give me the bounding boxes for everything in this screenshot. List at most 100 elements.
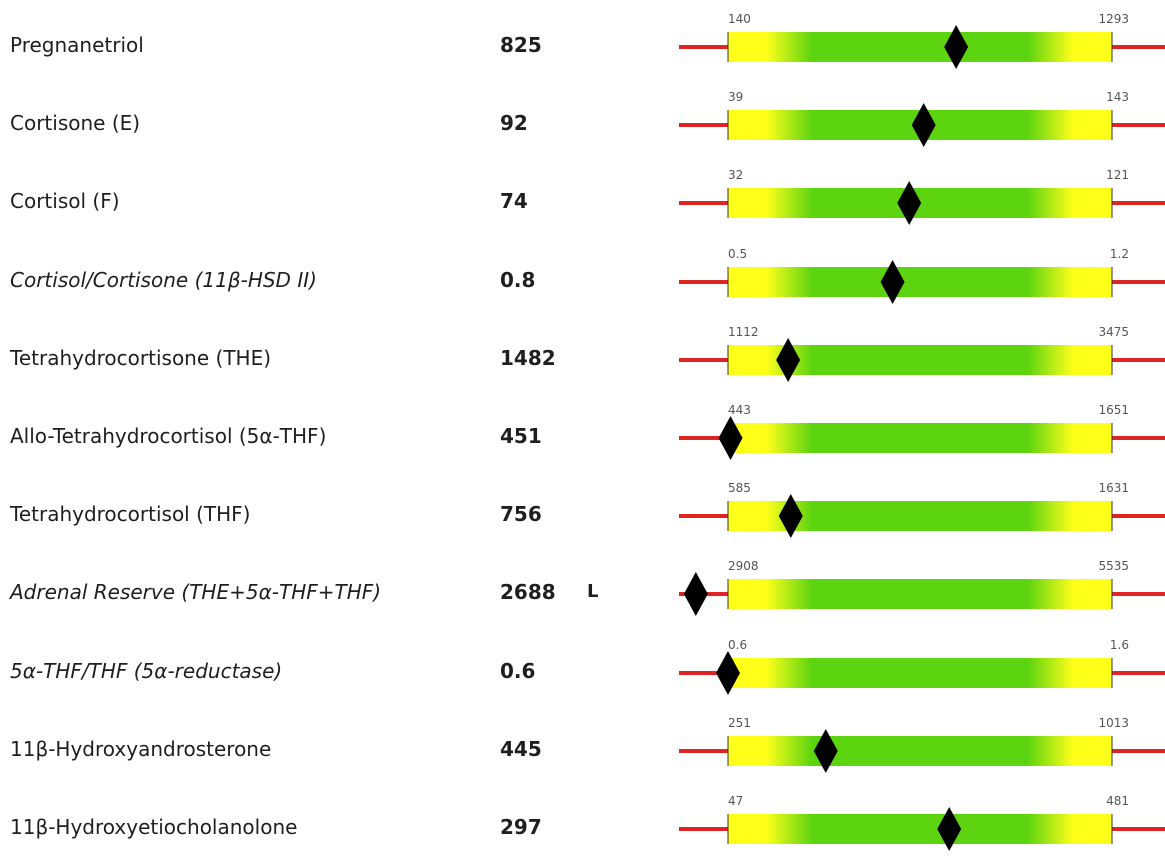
value-marker-diamond	[813, 728, 838, 773]
high-limit-label: 1651	[1098, 403, 1129, 417]
low-out-of-range-line	[679, 45, 728, 49]
high-out-of-range-line	[1112, 357, 1165, 362]
analyte-name: Cortisol/Cortisone (11β-HSD II)	[10, 267, 317, 292]
range-bar-chart: 251 1013	[679, 716, 1165, 773]
high-limit-label: 1.2	[1110, 247, 1129, 261]
high-out-of-range-line	[1112, 592, 1165, 597]
value-marker-diamond	[897, 181, 922, 226]
analyte-name: Tetrahydrocortisone (THE)	[10, 345, 272, 370]
chart-row: Cortisol (F) 74 32 121	[0, 156, 1165, 234]
value-marker-diamond	[776, 337, 801, 382]
low-limit-label: 39	[728, 90, 743, 104]
low-out-of-range-line	[679, 670, 728, 675]
low-out-of-range-line	[679, 827, 728, 831]
range-bar-chart: 2908 5535	[679, 559, 1165, 617]
analyte-value: 297	[500, 815, 542, 839]
low-limit-label: 32	[728, 168, 743, 182]
reference-range-bar	[728, 32, 1112, 62]
low-limit-label: 140	[728, 12, 751, 26]
range-bar-chart: 39 143	[679, 90, 1165, 148]
low-limit-label: 585	[728, 481, 751, 495]
value-marker-diamond	[716, 650, 740, 695]
value-marker-diamond	[778, 494, 803, 539]
high-limit-label: 1013	[1098, 716, 1129, 730]
analyte-value: 825	[500, 33, 542, 57]
value-marker-diamond	[880, 259, 905, 304]
range-bar-chart: 32 121	[679, 168, 1165, 226]
analyte-value: 0.8	[500, 267, 536, 292]
high-limit-label: 121	[1106, 168, 1129, 182]
high-limit-label: 481	[1106, 794, 1129, 808]
high-limit-label: 3475	[1098, 325, 1129, 339]
low-out-of-range-line	[679, 201, 728, 206]
value-marker-diamond	[944, 25, 969, 69]
low-limit-label: 47	[728, 794, 743, 808]
reference-range-bar	[728, 657, 1112, 688]
value-marker-diamond	[683, 572, 708, 617]
range-bar-chart: 0.5 1.2	[679, 247, 1165, 304]
low-limit-label: 2908	[728, 559, 759, 573]
high-out-of-range-line	[1112, 514, 1165, 519]
high-limit-label: 5535	[1098, 559, 1129, 573]
analyte-value: 451	[500, 424, 542, 448]
high-out-of-range-line	[1112, 827, 1165, 831]
low-out-of-range-line	[679, 514, 728, 519]
low-limit-label: 1112	[728, 325, 759, 339]
value-marker-diamond	[937, 807, 962, 851]
high-out-of-range-line	[1112, 45, 1165, 49]
analyte-value: 74	[500, 189, 528, 214]
analyte-value: 1482	[500, 345, 556, 370]
analyte-name: 5α-THF/THF (5α-reductase)	[10, 658, 283, 683]
low-limit-label: 0.6	[728, 638, 747, 652]
high-out-of-range-line	[1112, 279, 1165, 284]
low-limit-label: 443	[728, 403, 751, 417]
value-marker-diamond	[718, 416, 743, 460]
chart-row: Allo-Tetrahydrocortisol (5α-THF) 451 443 16…	[0, 391, 1165, 469]
range-bar-chart: 1112 3475	[679, 325, 1165, 382]
high-limit-label: 1631	[1098, 481, 1129, 495]
high-out-of-range-line	[1112, 670, 1165, 675]
chart-row: Adrenal Reserve (THE+5α-THF+THF) 2688 L 290…	[0, 547, 1165, 625]
chart-row: Pregnanetriol 825 140 1293	[0, 0, 1165, 78]
chart-row: Tetrahydrocortisone (THE) 1482 1112 3475	[0, 313, 1165, 391]
low-limit-label: 0.5	[728, 247, 747, 261]
analyte-value: 445	[500, 736, 542, 761]
analyte-value: 92	[500, 111, 528, 136]
reference-range-bar	[728, 423, 1112, 453]
low-out-of-range-line	[679, 436, 728, 440]
analyte-value: 0.6	[500, 658, 536, 683]
high-out-of-range-line	[1112, 748, 1165, 753]
high-limit-label: 1.6	[1110, 638, 1129, 652]
analyte-name: Pregnanetriol	[10, 33, 144, 57]
high-out-of-range-line	[1112, 123, 1165, 128]
range-bar-chart: 140 1293	[679, 12, 1165, 69]
range-bar-chart: 47 481	[679, 794, 1165, 851]
reference-range-bar	[728, 735, 1112, 766]
analyte-name: 11β-Hydroxyetiocholanolone	[10, 815, 298, 839]
range-bar-chart: 443 1651	[679, 403, 1165, 460]
chart-row: Tetrahydrocortisol (THF) 756 585 1631	[0, 469, 1165, 547]
chart-row: Cortisol/Cortisone (11β-HSD II) 0.8 0.5 1.2	[0, 235, 1165, 313]
out-of-range-flag: L	[587, 581, 599, 603]
reference-range-bar	[728, 579, 1112, 610]
range-bar-chart: 585 1631	[679, 481, 1165, 539]
reference-range-bar	[728, 266, 1112, 297]
chart-row: 11β-Hydroxyetiocholanolone 297 47 481	[0, 782, 1165, 860]
analyte-name: Adrenal Reserve (THE+5α-THF+THF)	[10, 580, 382, 605]
high-out-of-range-line	[1112, 436, 1165, 440]
reference-range-bar	[728, 814, 1112, 844]
high-limit-label: 143	[1106, 90, 1129, 104]
value-marker-diamond	[911, 103, 936, 148]
low-out-of-range-line	[679, 123, 728, 128]
low-out-of-range-line	[679, 748, 728, 753]
low-limit-label: 251	[728, 716, 751, 730]
chart-row: 5α-THF/THF (5α-reductase) 0.6 0.6 1.6	[0, 626, 1165, 704]
analyte-value: 756	[500, 502, 542, 527]
high-out-of-range-line	[1112, 201, 1165, 206]
chart-row: Cortisone (E) 92 39 143	[0, 78, 1165, 156]
analyte-name: 11β-Hydroxyandrosterone	[10, 736, 272, 761]
analyte-value: 2688	[500, 580, 556, 605]
analyte-name: Tetrahydrocortisol (THF)	[10, 502, 251, 527]
low-out-of-range-line	[679, 357, 728, 362]
analyte-name: Cortisone (E)	[10, 111, 141, 136]
